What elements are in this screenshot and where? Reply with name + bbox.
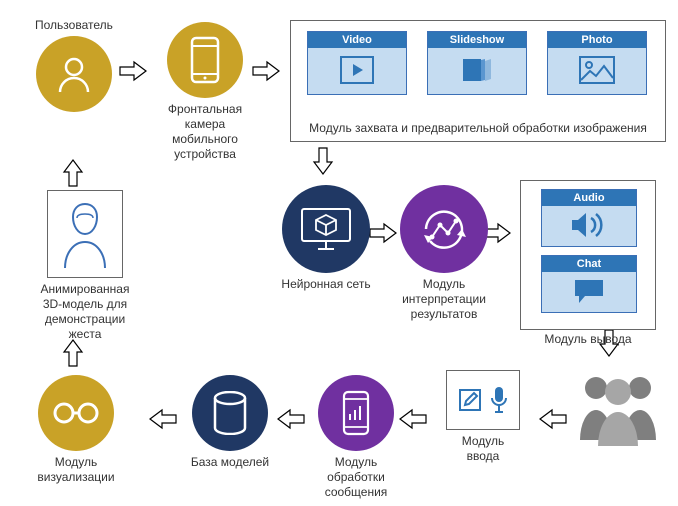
- capture-label: Модуль захвата и предварительной обработ…: [291, 121, 665, 135]
- people-group-icon: [572, 370, 664, 448]
- nn-node: Нейронная сеть: [278, 185, 374, 292]
- chat-tab: Chat: [541, 255, 637, 313]
- speaker-icon: [542, 206, 636, 244]
- video-tab-label: Video: [308, 32, 406, 48]
- output-box: Audio Chat: [520, 180, 656, 330]
- chat-bubble-icon: [542, 272, 636, 310]
- slides-icon: [428, 48, 526, 92]
- photo-tab: Photo: [547, 31, 647, 95]
- cycle-graph-icon: [400, 185, 488, 273]
- interp-node: Модуль интерпретации результатов: [396, 185, 492, 322]
- person-outline-icon: [57, 198, 113, 270]
- msg-label: Модуль обработки сообщения: [308, 455, 404, 500]
- avatar-label: Анимированная 3D-модель для демонстрации…: [30, 282, 140, 342]
- user-node: Пользователь: [35, 18, 113, 112]
- photo-tab-label: Photo: [548, 32, 646, 48]
- user-icon: [36, 36, 112, 112]
- input-node: Модуль ввода: [438, 370, 528, 464]
- msg-node: Модуль обработки сообщения: [308, 375, 404, 500]
- avatar-box: [47, 190, 123, 278]
- db-label: База моделей: [182, 455, 278, 470]
- edit-icon: [458, 388, 482, 412]
- user-label: Пользователь: [35, 18, 113, 33]
- capture-box: Video Slideshow Photo Модуль захвата и п…: [290, 20, 666, 142]
- chat-tab-label: Chat: [542, 256, 636, 272]
- database-icon: [192, 375, 268, 451]
- slideshow-tab: Slideshow: [427, 31, 527, 95]
- glasses-icon: [38, 375, 114, 451]
- viz-label: Модуль визуализации: [16, 455, 136, 485]
- microphone-icon: [490, 386, 508, 414]
- output-label: Модуль вывода: [520, 332, 656, 346]
- image-icon: [548, 48, 646, 92]
- viz-node: Модуль визуализации: [16, 375, 136, 485]
- video-tab: Video: [307, 31, 407, 95]
- audio-tab: Audio: [541, 189, 637, 247]
- interp-label: Модуль интерпретации результатов: [396, 277, 492, 322]
- input-label: Модуль ввода: [438, 434, 528, 464]
- people-node: [572, 370, 664, 448]
- avatar-node: Анимированная 3D-модель для демонстрации…: [30, 190, 140, 342]
- db-node: База моделей: [182, 375, 278, 470]
- play-icon: [308, 48, 406, 92]
- nn-label: Нейронная сеть: [278, 277, 374, 292]
- camera-label: Фронтальная камера мобильного устройства: [155, 102, 255, 162]
- slideshow-tab-label: Slideshow: [428, 32, 526, 48]
- monitor-cube-icon: [282, 185, 370, 273]
- camera-node: Фронтальная камера мобильного устройства: [155, 22, 255, 162]
- smartphone-icon: [167, 22, 243, 98]
- phone-bars-icon: [318, 375, 394, 451]
- input-box: [446, 370, 520, 430]
- audio-tab-label: Audio: [542, 190, 636, 206]
